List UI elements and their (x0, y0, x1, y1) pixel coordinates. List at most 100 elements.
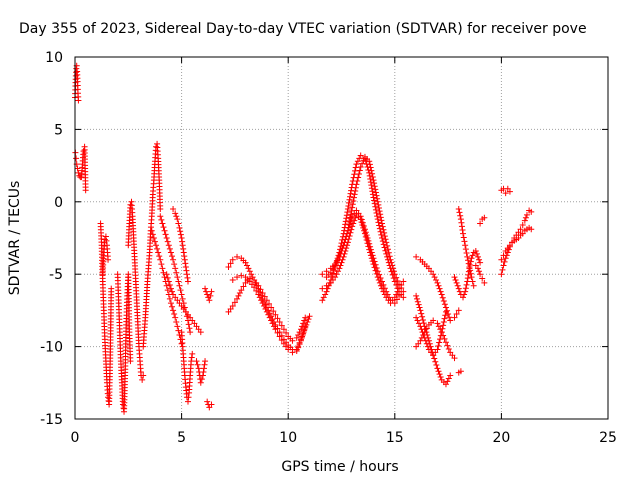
data-point (415, 320, 422, 327)
data-point (372, 203, 379, 210)
data-point (381, 229, 388, 236)
data-point (197, 379, 204, 386)
data-point (177, 231, 184, 238)
data-point (263, 308, 270, 315)
data-point (370, 194, 377, 201)
data-point (372, 261, 379, 268)
axis-ticks (74, 56, 609, 420)
data-point (153, 242, 160, 249)
data-point (349, 204, 356, 211)
data-point (444, 378, 451, 385)
data-point (259, 290, 266, 297)
data-point (434, 365, 441, 372)
data-point (454, 282, 461, 289)
data-point (517, 226, 524, 233)
data-point (225, 263, 232, 270)
data-point (343, 212, 350, 219)
data-point (301, 317, 308, 324)
data-point (178, 291, 185, 298)
data-point (380, 226, 387, 233)
data-point (381, 233, 388, 240)
data-point (344, 209, 351, 216)
data-point (140, 372, 147, 379)
data-point (347, 193, 354, 200)
data-point (189, 350, 196, 357)
data-point (167, 249, 174, 256)
data-point (366, 161, 373, 168)
data-point (373, 209, 380, 216)
data-point (442, 308, 449, 315)
data-point (342, 218, 349, 225)
data-point (377, 214, 384, 221)
data-point (184, 398, 191, 405)
data-point (194, 361, 201, 368)
data-point (170, 307, 177, 314)
data-point (153, 143, 160, 150)
data-point (456, 209, 463, 216)
data-point (259, 300, 266, 307)
data-point (180, 245, 187, 252)
data-point (334, 268, 341, 275)
data-point (339, 245, 346, 252)
data-point (272, 326, 279, 333)
data-point (236, 290, 243, 297)
data-point (274, 329, 281, 336)
data-point (340, 242, 347, 249)
data-point (172, 210, 179, 217)
data-point (171, 311, 178, 318)
data-point (391, 300, 398, 307)
data-point (202, 358, 209, 365)
data-point (148, 227, 155, 234)
data-point (101, 236, 108, 243)
data-point (498, 256, 505, 263)
data-point (367, 243, 374, 250)
data-point (270, 308, 277, 315)
data-point (384, 242, 391, 249)
data-point (437, 374, 444, 381)
data-point (266, 300, 273, 307)
data-point (127, 358, 134, 365)
data-point (270, 323, 277, 330)
data-point (299, 323, 306, 330)
data-point (108, 285, 115, 292)
data-point (360, 157, 367, 164)
data-point (198, 376, 205, 383)
data-point (465, 260, 472, 267)
data-point (462, 242, 469, 249)
data-point (255, 291, 262, 298)
data-point (181, 256, 188, 263)
data-point (371, 200, 378, 207)
data-point (413, 295, 420, 302)
data-point (376, 271, 383, 278)
data-point (469, 278, 476, 285)
data-point (346, 221, 353, 228)
data-point (174, 323, 181, 330)
data-point (379, 278, 386, 285)
data-point (75, 169, 82, 176)
data-point (280, 326, 287, 333)
data-point (257, 286, 264, 293)
data-point (173, 213, 180, 220)
data-point (470, 282, 477, 289)
data-point (476, 256, 483, 263)
data-point (200, 368, 207, 375)
data-point (238, 272, 245, 279)
data-point (82, 187, 89, 194)
data-point (336, 253, 343, 260)
data-point (296, 329, 303, 336)
data-point (451, 314, 458, 321)
data-point (347, 219, 354, 226)
data-point (441, 301, 448, 308)
data-point (414, 317, 421, 324)
data-point (300, 330, 307, 337)
y-tick-label: 0 (54, 195, 63, 211)
data-point (235, 292, 242, 299)
data-point (353, 161, 360, 168)
data-point (383, 288, 390, 295)
data-points (72, 62, 535, 415)
data-point (283, 329, 290, 336)
data-point (157, 256, 164, 263)
data-point (381, 285, 388, 292)
data-point (304, 318, 311, 325)
data-point (375, 205, 382, 212)
